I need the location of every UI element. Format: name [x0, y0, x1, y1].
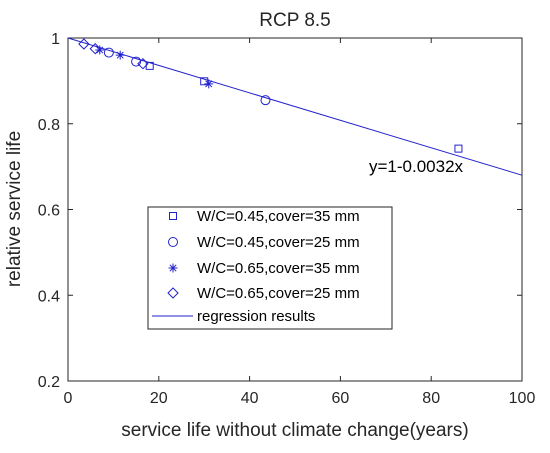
x-tick-label: 100: [509, 390, 536, 407]
data-point-diamond: [89, 43, 101, 55]
data-point-circle: [260, 95, 271, 106]
y-tick-label: 0.4: [38, 288, 60, 305]
regression-equation: y=1-0.0032x: [369, 157, 464, 176]
chart-title: RCP 8.5: [259, 10, 330, 31]
legend-marker-asterisk: [168, 263, 178, 273]
regression-line-path: [67, 37, 523, 176]
legend-box: [147, 206, 393, 330]
legend-label: W/C=0.65,cover=25 mm: [197, 285, 360, 302]
data-point-asterisk: [95, 45, 105, 55]
y-tick-label: 1: [51, 31, 60, 48]
x-tick-label: 60: [332, 390, 350, 407]
y-tick-label: 0.8: [38, 117, 60, 134]
regression-line: [67, 37, 523, 176]
legend-label: W/C=0.45,cover=35 mm: [197, 208, 360, 225]
y-axis-label: relative service life: [4, 131, 25, 287]
legend-label: W/C=0.65,cover=35 mm: [197, 260, 360, 277]
x-tick-label: 80: [422, 390, 440, 407]
data-point-square: [454, 144, 463, 153]
y-tick-label: 0.6: [38, 203, 60, 220]
data-point-diamond: [137, 58, 149, 70]
legend: W/C=0.45,cover=35 mm W/C=0.45,cover=25 mm…: [147, 206, 393, 330]
data-point-asterisk: [115, 50, 125, 60]
x-tick-label: 0: [64, 390, 73, 407]
data-point-square: [200, 77, 209, 86]
legend-label: regression results: [197, 308, 315, 325]
data-point-diamond: [78, 38, 90, 50]
data-point-circle: [103, 47, 114, 58]
data-points: [78, 38, 463, 153]
x-tick-label: 20: [150, 390, 168, 407]
legend-marker-diamond: [167, 287, 179, 299]
y-tick-label: 0.2: [38, 374, 60, 391]
legend-marker-square: [169, 212, 177, 220]
x-tick-label: 40: [241, 390, 259, 407]
axis-ticks: 0 20 40 60 80 100 0.2 0.4 0.6 0.8 1: [38, 31, 536, 407]
legend-label: W/C=0.45,cover=25 mm: [197, 234, 360, 251]
data-point-asterisk: [204, 79, 214, 89]
legend-marker-circle: [168, 237, 178, 247]
x-axis-label: service life without climate change(year…: [121, 420, 468, 441]
